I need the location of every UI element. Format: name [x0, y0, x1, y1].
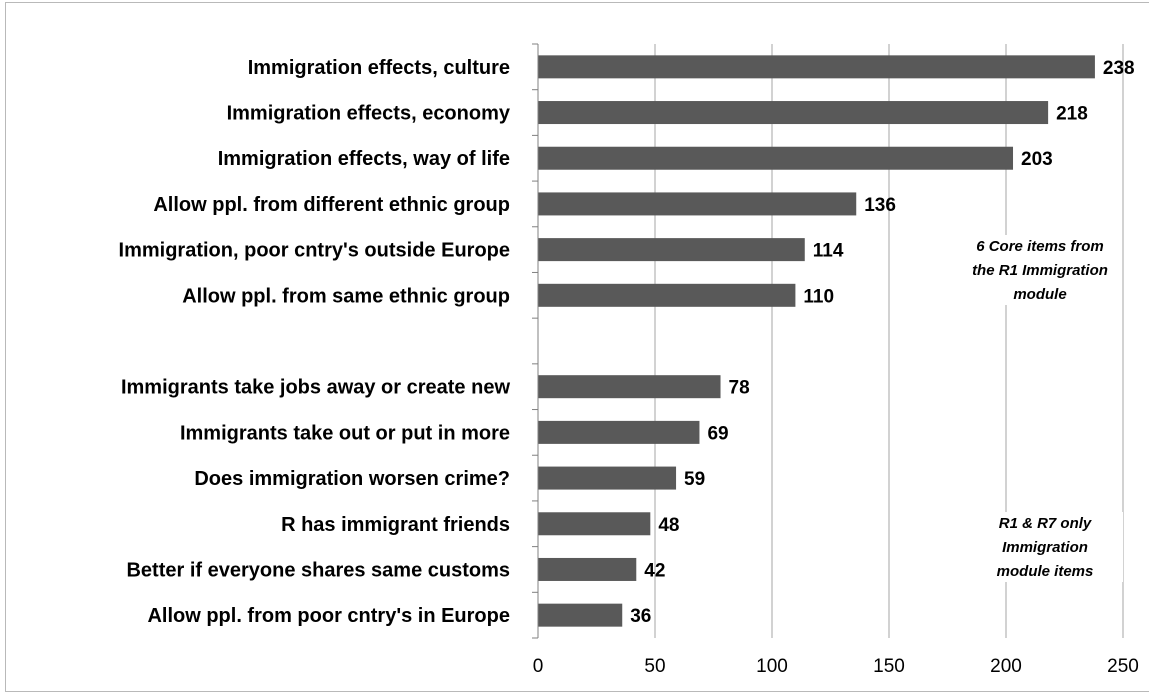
bar-11	[538, 557, 637, 581]
annotation-core-line-0: 6 Core items from	[976, 238, 1104, 255]
value-label-4: 114	[813, 241, 844, 262]
category-label-5: Allow ppl. from same ethnic group	[182, 285, 510, 307]
x-tick-label-250: 250	[1107, 656, 1139, 677]
category-label-12: Allow ppl. from poor cntry's in Europe	[147, 605, 510, 627]
category-label-11: Better if everyone shares same customs	[126, 559, 510, 581]
annotation-r1r7-line-1: Immigration	[1002, 539, 1088, 556]
category-labels: 238 Immigration effects, culture 218 Immigr…	[119, 57, 1135, 627]
bar-7	[538, 375, 721, 399]
category-label-7: Immigrants take jobs away or create new	[121, 377, 510, 399]
annotation-core-line-1: the R1 Immigration	[972, 262, 1108, 279]
category-label-10: R has immigrant friends	[281, 514, 510, 536]
category-label-3: Allow ppl. from different ethnic group	[153, 194, 510, 216]
category-label-0: Immigration effects, culture	[248, 57, 510, 79]
bar-5	[538, 283, 796, 307]
bars	[538, 55, 1095, 627]
annotation-bg-r1r7	[973, 512, 1123, 582]
value-label-1: 218	[1056, 104, 1088, 125]
annotation-r1r7-line-0: R1 & R7 only	[999, 515, 1092, 532]
value-label-10: 48	[658, 515, 679, 536]
value-label-7: 78	[729, 378, 750, 399]
bar-4	[538, 238, 805, 262]
bar-12	[538, 603, 623, 627]
value-label-5: 110	[803, 286, 834, 307]
x-tick-label-0: 0	[533, 656, 544, 677]
value-label-9: 59	[684, 469, 705, 490]
bar-8	[538, 420, 700, 444]
bar-0	[538, 55, 1095, 79]
value-label-11: 42	[644, 560, 665, 581]
annotations: 6 Core items from the R1 Immigration modul…	[968, 235, 1123, 582]
value-label-3: 136	[864, 195, 896, 216]
annotation-r1r7-line-2: module items	[997, 563, 1094, 580]
annotation-core-line-2: module	[1013, 286, 1066, 303]
category-label-1: Immigration effects, economy	[227, 103, 511, 125]
category-label-2: Immigration effects, way of life	[218, 148, 510, 170]
gridlines	[654, 44, 1124, 638]
bar-1	[538, 101, 1049, 125]
value-label-0: 238	[1103, 58, 1135, 79]
x-tick-label-150: 150	[873, 656, 905, 677]
category-label-9: Does immigration worsen crime?	[194, 468, 510, 490]
value-label-2: 203	[1021, 149, 1053, 170]
bar-9	[538, 466, 677, 490]
bar-10	[538, 512, 651, 536]
value-label-12: 36	[630, 606, 651, 627]
bar-2	[538, 146, 1014, 170]
x-tick-label-200: 200	[990, 656, 1022, 677]
annotation-bg-core	[968, 235, 1118, 305]
category-label-8: Immigrants take out or put in more	[180, 422, 510, 444]
value-label-8: 69	[707, 423, 728, 444]
value-axis: 0 50 100 150 200 250	[532, 43, 1139, 677]
x-tick-label-100: 100	[756, 656, 788, 677]
bar-3	[538, 192, 857, 216]
x-tick-label-50: 50	[644, 656, 665, 677]
category-label-4: Immigration, poor cntry's outside Europe	[119, 240, 510, 262]
